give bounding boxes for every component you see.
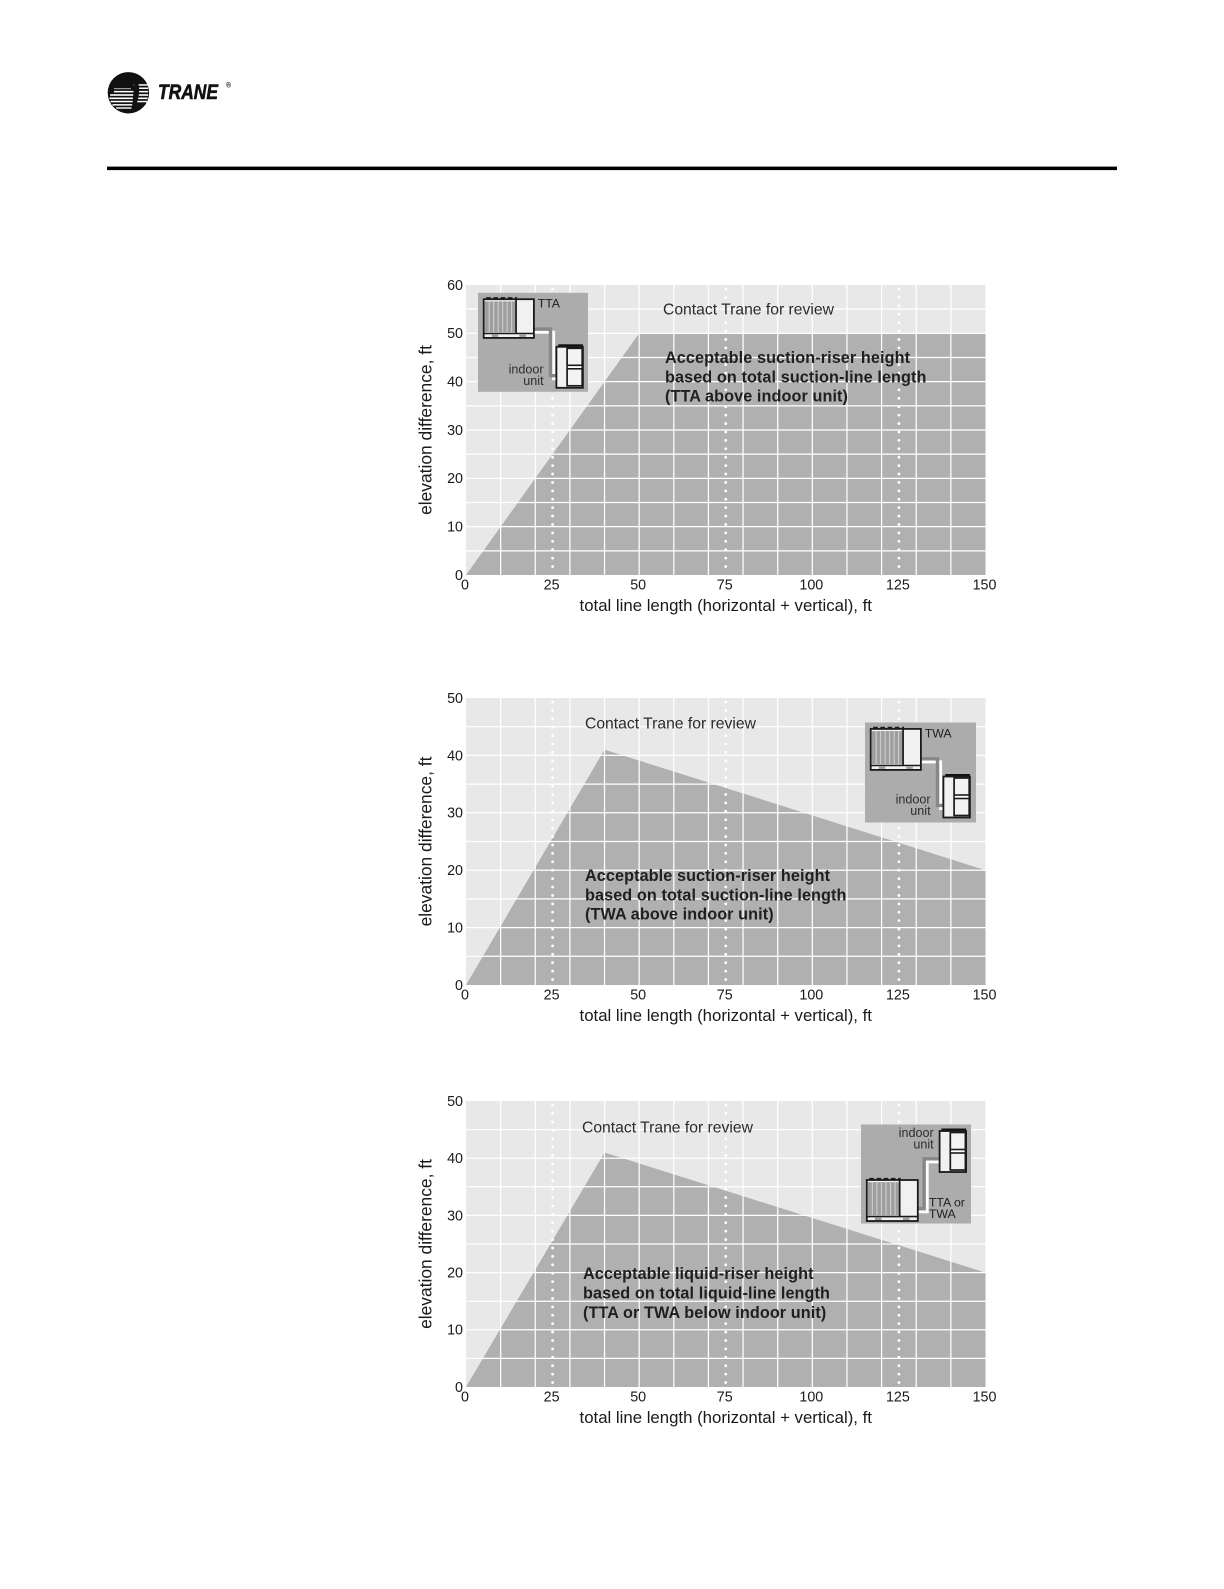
svg-text:10: 10 bbox=[447, 921, 463, 937]
svg-text:based on total suction-line le: based on total suction-line length bbox=[665, 368, 927, 386]
svg-text:total line length (horizontal: total line length (horizontal + vertical… bbox=[580, 1006, 873, 1025]
svg-text:75: 75 bbox=[717, 1389, 733, 1405]
svg-text:elevation difference, ft: elevation difference, ft bbox=[416, 1159, 436, 1329]
svg-text:Contact Trane for review: Contact Trane for review bbox=[585, 715, 757, 732]
svg-text:50: 50 bbox=[447, 326, 463, 342]
svg-text:Acceptable suction-riser heigh: Acceptable suction-riser height bbox=[585, 867, 831, 885]
svg-text:50: 50 bbox=[447, 1094, 463, 1110]
svg-text:0: 0 bbox=[461, 577, 469, 593]
svg-text:50: 50 bbox=[630, 987, 646, 1003]
svg-text:0: 0 bbox=[461, 1389, 469, 1405]
svg-text:150: 150 bbox=[973, 987, 997, 1003]
svg-text:50: 50 bbox=[630, 577, 646, 593]
svg-text:40: 40 bbox=[447, 1151, 463, 1167]
svg-text:Contact Trane for review: Contact Trane for review bbox=[663, 301, 835, 318]
svg-text:elevation difference, ft: elevation difference, ft bbox=[416, 756, 436, 926]
svg-text:(TTA or TWA below indoor unit): (TTA or TWA below indoor unit) bbox=[583, 1304, 826, 1322]
svg-text:20: 20 bbox=[447, 471, 463, 487]
svg-text:Acceptable suction-riser heigh: Acceptable suction-riser height bbox=[665, 349, 911, 367]
svg-text:25: 25 bbox=[544, 577, 560, 593]
svg-text:TWA: TWA bbox=[929, 1207, 957, 1221]
svg-text:40: 40 bbox=[447, 375, 463, 391]
svg-text:150: 150 bbox=[973, 577, 997, 593]
svg-text:30: 30 bbox=[447, 806, 463, 822]
svg-text:75: 75 bbox=[717, 577, 733, 593]
svg-text:based on total liquid-line len: based on total liquid-line length bbox=[583, 1285, 830, 1303]
svg-text:TRANE: TRANE bbox=[158, 81, 219, 104]
svg-text:100: 100 bbox=[799, 1389, 823, 1405]
svg-text:150: 150 bbox=[973, 1389, 997, 1405]
svg-text:40: 40 bbox=[447, 748, 463, 764]
svg-text:0: 0 bbox=[455, 568, 463, 584]
svg-text:0: 0 bbox=[461, 987, 469, 1003]
svg-text:TWA: TWA bbox=[925, 726, 953, 740]
svg-text:50: 50 bbox=[630, 1389, 646, 1405]
svg-text:unit: unit bbox=[913, 1137, 934, 1151]
svg-text:125: 125 bbox=[886, 577, 910, 593]
svg-text:20: 20 bbox=[447, 863, 463, 879]
svg-text:total line length (horizontal: total line length (horizontal + vertical… bbox=[580, 1408, 873, 1427]
svg-text:indoor: indoor bbox=[899, 1126, 934, 1140]
svg-text:50: 50 bbox=[447, 691, 463, 707]
svg-text:75: 75 bbox=[717, 987, 733, 1003]
svg-text:10: 10 bbox=[447, 1323, 463, 1339]
svg-text:0: 0 bbox=[455, 1380, 463, 1396]
svg-text:®: ® bbox=[226, 82, 232, 90]
svg-text:(TTA above indoor unit): (TTA above indoor unit) bbox=[665, 388, 848, 406]
svg-text:unit: unit bbox=[523, 374, 544, 388]
svg-text:25: 25 bbox=[544, 1389, 560, 1405]
svg-text:Acceptable liquid-riser height: Acceptable liquid-riser height bbox=[583, 1265, 814, 1283]
svg-text:20: 20 bbox=[447, 1266, 463, 1282]
svg-text:60: 60 bbox=[447, 278, 463, 294]
svg-text:Contact Trane for review: Contact Trane for review bbox=[582, 1119, 754, 1136]
svg-text:125: 125 bbox=[886, 987, 910, 1003]
svg-text:30: 30 bbox=[447, 1208, 463, 1224]
svg-text:total line length (horizontal: total line length (horizontal + vertical… bbox=[580, 596, 873, 615]
svg-text:based on total suction-line le: based on total suction-line length bbox=[585, 886, 847, 904]
svg-text:100: 100 bbox=[799, 577, 823, 593]
svg-text:125: 125 bbox=[886, 1389, 910, 1405]
svg-text:indoor: indoor bbox=[896, 792, 931, 806]
svg-text:10: 10 bbox=[447, 520, 463, 536]
svg-text:(TWA above indoor unit): (TWA above indoor unit) bbox=[585, 906, 774, 924]
svg-text:0: 0 bbox=[455, 978, 463, 994]
svg-text:30: 30 bbox=[447, 423, 463, 439]
svg-text:100: 100 bbox=[799, 987, 823, 1003]
svg-text:elevation difference, ft: elevation difference, ft bbox=[416, 345, 436, 515]
svg-text:indoor: indoor bbox=[509, 363, 544, 377]
svg-text:unit: unit bbox=[910, 804, 931, 818]
svg-text:TTA or: TTA or bbox=[929, 1196, 965, 1210]
svg-text:25: 25 bbox=[544, 987, 560, 1003]
svg-text:TTA: TTA bbox=[538, 297, 561, 311]
